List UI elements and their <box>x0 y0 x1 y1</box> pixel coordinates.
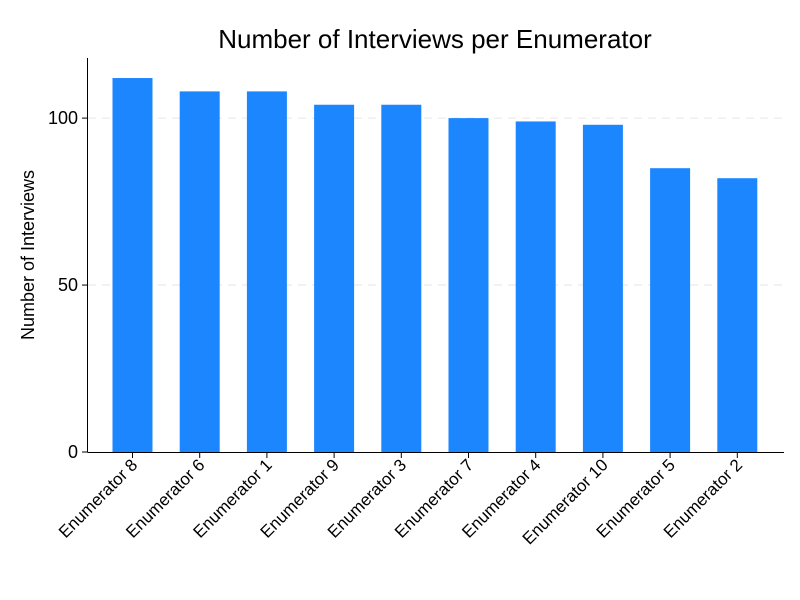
y-tick-label: 0 <box>68 442 78 462</box>
bar <box>246 91 287 452</box>
chart-title: Number of Interviews per Enumerator <box>218 24 652 54</box>
axes <box>87 58 784 453</box>
bar <box>515 121 556 453</box>
bar <box>650 168 691 452</box>
bar <box>381 104 422 453</box>
y-axis-label: Number of Interviews <box>18 170 38 340</box>
bar <box>314 104 355 453</box>
bar <box>717 178 758 453</box>
bars <box>112 78 758 453</box>
y-tick-label: 50 <box>58 275 78 295</box>
y-tick-label: 100 <box>48 108 78 128</box>
bar <box>179 91 220 452</box>
y-ticks: 0 50 100 <box>48 108 88 462</box>
bar <box>112 78 153 452</box>
bar <box>448 118 489 453</box>
bar <box>582 124 623 452</box>
